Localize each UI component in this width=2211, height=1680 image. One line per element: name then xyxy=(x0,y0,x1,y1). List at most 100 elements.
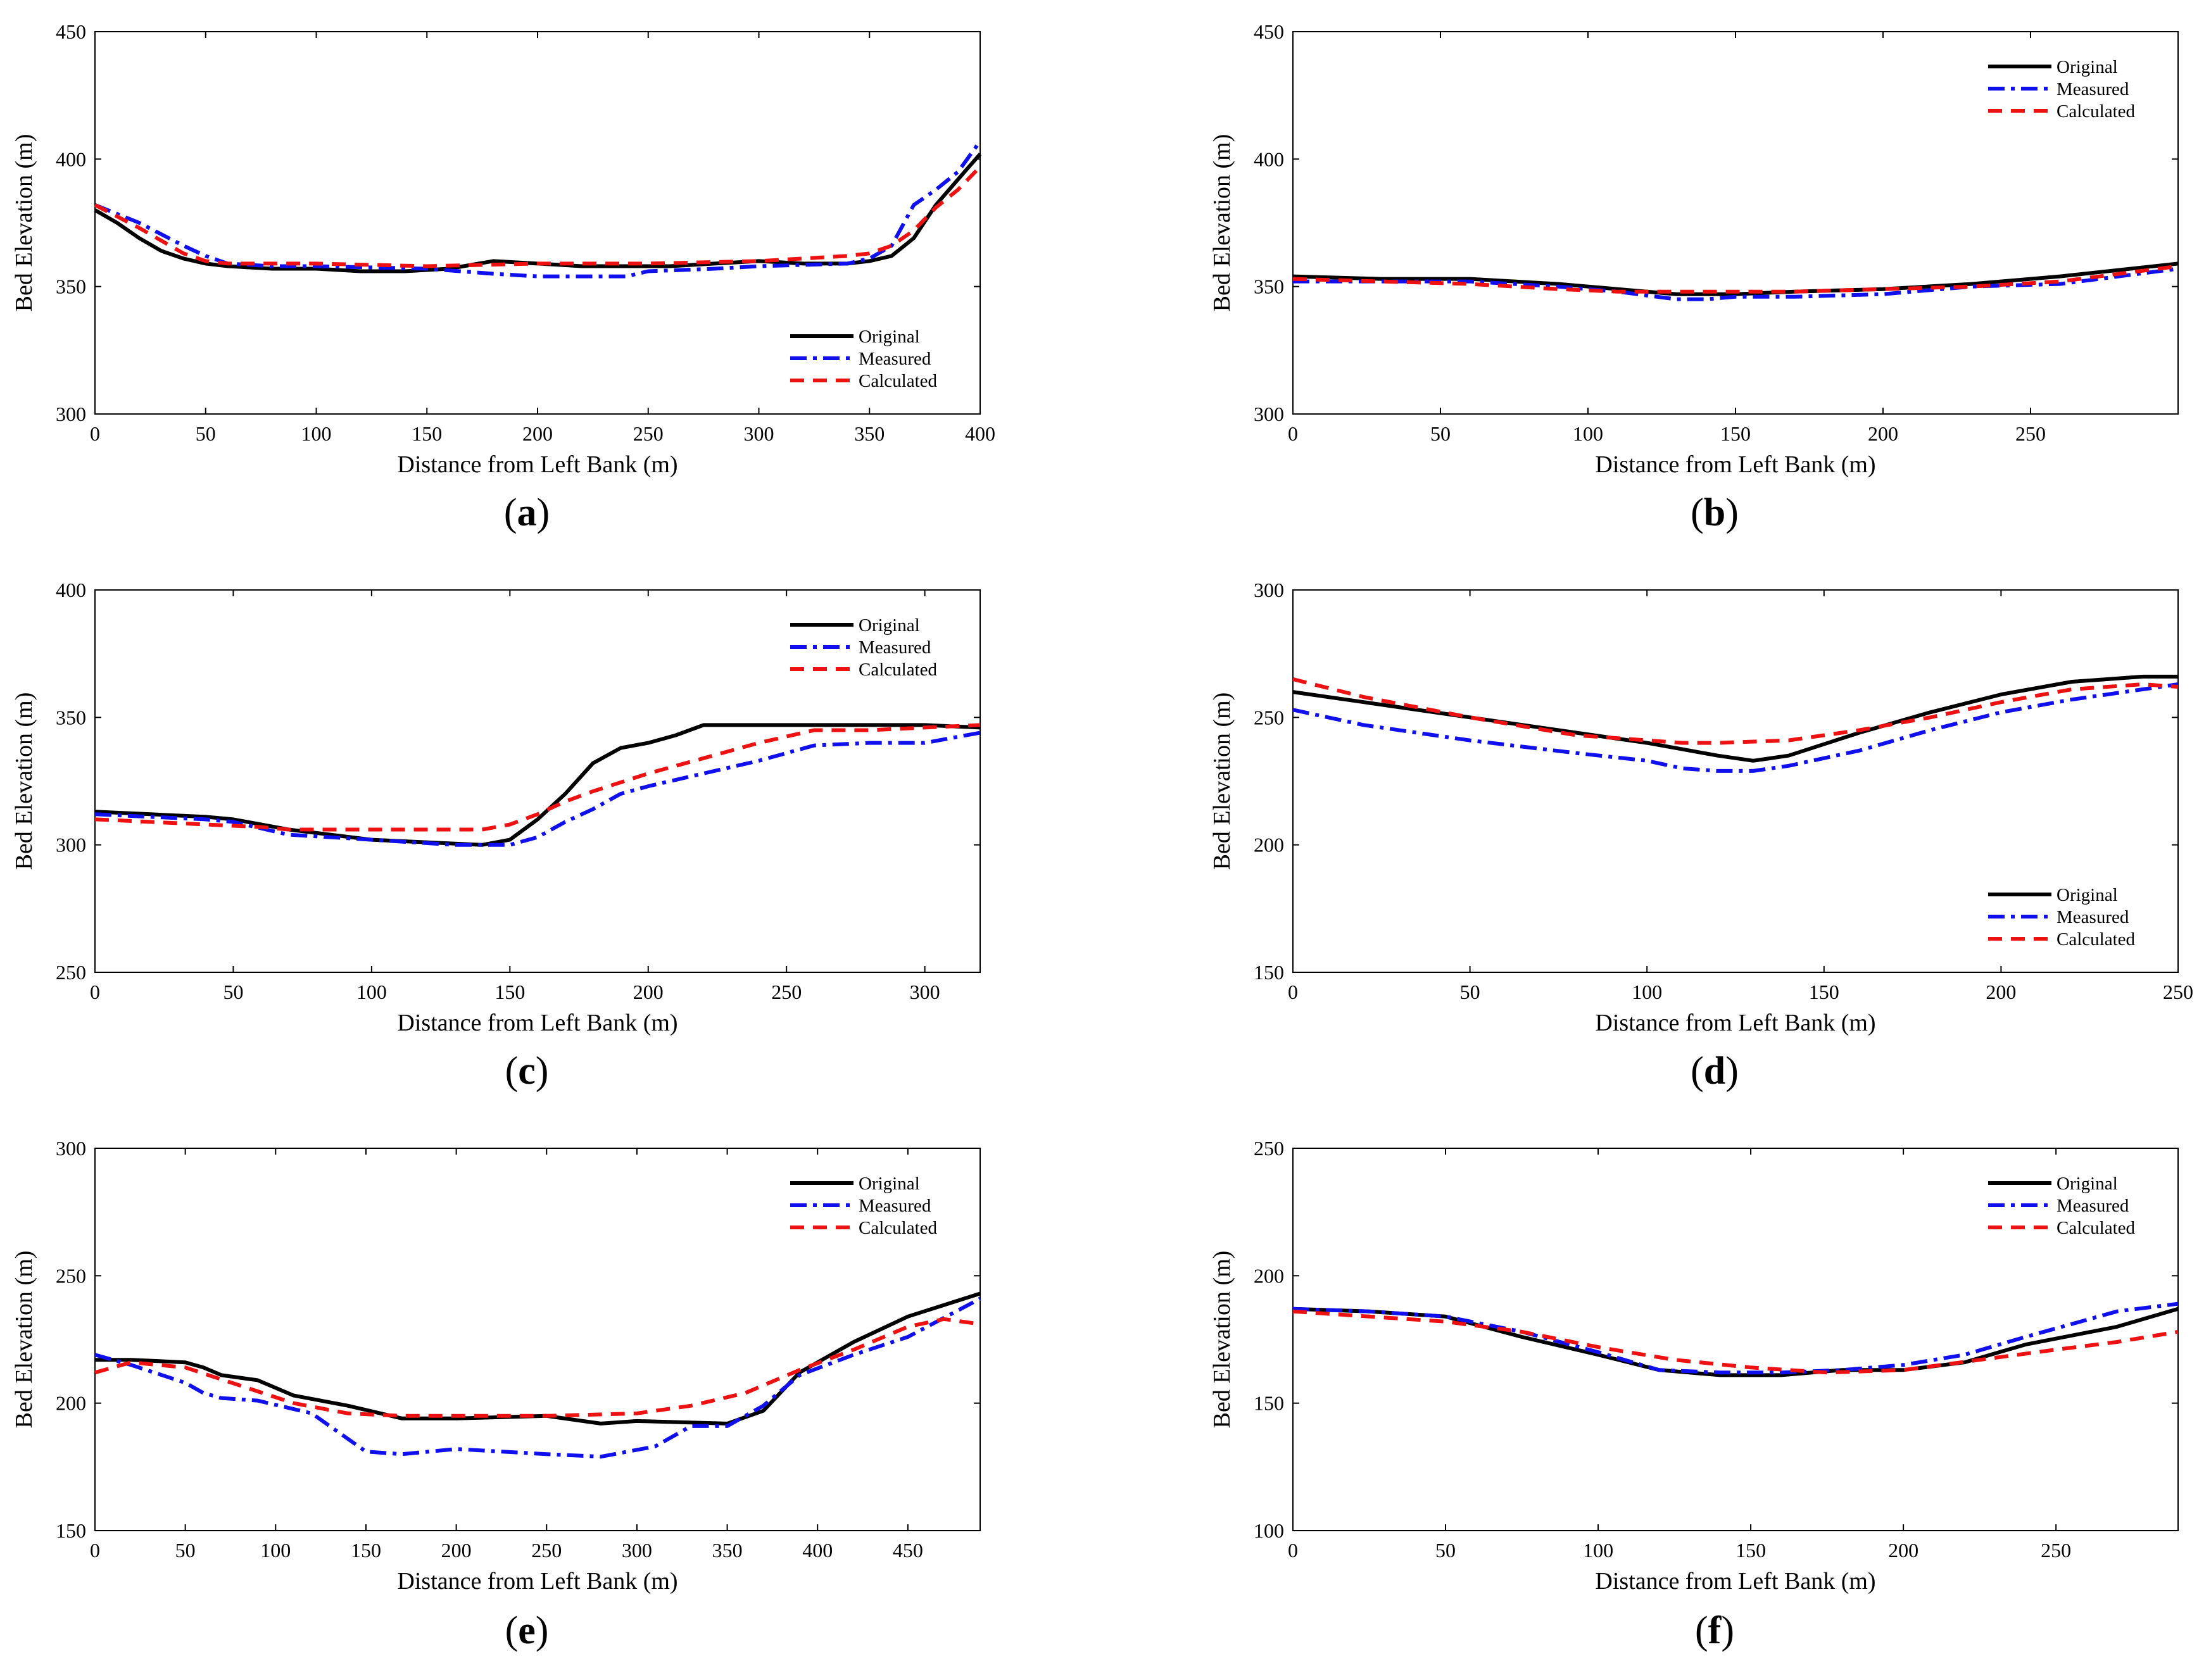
panel-label: (f) xyxy=(1695,1609,1734,1652)
x-tick-label: 0 xyxy=(1288,1539,1298,1562)
x-tick-label: 150 xyxy=(1809,981,1839,1003)
plot-frame xyxy=(1292,589,2179,973)
x-axis-title: Distance from Left Bank (m) xyxy=(397,451,677,478)
x-tick-label: 0 xyxy=(90,981,100,1003)
y-tick-label: 200 xyxy=(1254,1264,1284,1287)
chart-panel-b: 0 50 100 150 200 250 300 350 400 450 Distance from… xyxy=(1209,20,2179,534)
chart-panel-d: 0 50 100 150 200 250 150 200 250 300 Distance from… xyxy=(1209,579,2193,1093)
x-tick-label: 150 xyxy=(1720,422,1751,445)
legend-label-measured: Measured xyxy=(2057,79,2129,99)
legend-label-measured: Measured xyxy=(859,349,931,369)
legend-label-measured: Measured xyxy=(2057,907,2129,927)
panel-label: (a) xyxy=(504,491,550,534)
legend-label-original: Original xyxy=(2057,885,2118,905)
chart-panel-c: 0 50 100 150 200 250 300 250 300 350 400 Distance f… xyxy=(11,579,981,1093)
legend-label-original: Original xyxy=(859,615,920,636)
x-tick-label: 100 xyxy=(301,422,332,445)
panel-letter: b xyxy=(1704,491,1725,534)
plot-frame xyxy=(94,1148,981,1531)
legend-label-calculated: Calculated xyxy=(2057,101,2136,122)
panel-label: (e) xyxy=(505,1609,549,1652)
series-line-original xyxy=(94,723,981,847)
x-tick-label: 350 xyxy=(712,1539,743,1562)
x-tick-label: 150 xyxy=(412,422,442,445)
y-tick-label: 150 xyxy=(1254,1392,1284,1415)
x-tick-label: 150 xyxy=(494,981,525,1003)
legend-label-original: Original xyxy=(2057,1174,2118,1194)
y-tick-label: 200 xyxy=(56,1392,86,1415)
y-tick-label: 400 xyxy=(1254,147,1284,170)
legend-label-original: Original xyxy=(859,327,920,347)
x-tick-label: 100 xyxy=(1632,981,1662,1003)
series-line-measured xyxy=(94,730,981,847)
x-tick-label: 0 xyxy=(1288,981,1298,1003)
panel-label: (b) xyxy=(1691,491,1739,534)
y-tick-label: 250 xyxy=(56,1264,86,1287)
x-tick-label: 350 xyxy=(854,422,885,445)
x-tick-label: 300 xyxy=(622,1539,652,1562)
x-tick-label: 200 xyxy=(522,422,553,445)
series-line-calculated xyxy=(1292,264,2179,294)
y-tick-label: 300 xyxy=(56,1137,86,1160)
x-tick-label: 50 xyxy=(223,981,243,1003)
x-tick-label: 250 xyxy=(2015,422,2046,445)
x-tick-label: 50 xyxy=(1460,981,1480,1003)
series-line-original xyxy=(94,153,982,273)
legend-label-calculated: Calculated xyxy=(859,371,938,391)
y-tick-label: 450 xyxy=(56,20,86,43)
x-tick-label: 300 xyxy=(910,981,940,1003)
x-tick-label: 250 xyxy=(531,1539,562,1562)
plot-frame xyxy=(94,589,981,973)
x-tick-label: 0 xyxy=(90,422,100,445)
series-line-calculated xyxy=(94,723,981,832)
x-tick-label: 200 xyxy=(1888,1539,1918,1562)
y-tick-label: 250 xyxy=(56,961,86,984)
y-tick-label: 450 xyxy=(1254,20,1284,43)
series-line-measured xyxy=(94,140,982,279)
y-axis-title: Bed Elevation (m) xyxy=(1209,1251,1235,1429)
series-line-original xyxy=(95,1291,981,1426)
legend-label-original: Original xyxy=(2057,57,2118,77)
x-tick-label: 200 xyxy=(1986,981,2016,1003)
legend-label-calculated: Calculated xyxy=(2057,929,2136,950)
series-line-measured xyxy=(1292,1301,2179,1375)
x-axis-title: Distance from Left Bank (m) xyxy=(1595,451,1875,478)
x-tick-label: 100 xyxy=(1573,422,1603,445)
panel-letter: a xyxy=(517,491,537,534)
chart-panel-a: 0 50 100 150 200 250 300 350 400 300 350 400 450 Dist… xyxy=(11,20,995,534)
legend-label-calculated: Calculated xyxy=(859,1218,938,1238)
x-axis-title: Distance from Left Bank (m) xyxy=(397,1010,677,1036)
x-axis-title: Distance from Left Bank (m) xyxy=(1595,1568,1875,1595)
x-tick-label: 50 xyxy=(1435,1539,1456,1562)
x-tick-label: 400 xyxy=(802,1539,833,1562)
y-tick-label: 150 xyxy=(56,1519,86,1542)
chart-panel-f: 0 50 100 150 200 250 100 150 200 250 Distance from… xyxy=(1209,1137,2179,1652)
y-axis-title: Bed Elevation (m) xyxy=(1209,693,1235,870)
y-tick-label: 250 xyxy=(1254,1137,1284,1160)
y-tick-label: 150 xyxy=(1254,961,1284,984)
series-line-original xyxy=(1292,674,2178,763)
chart-panel-e: 0 50 100 150 200 250 300 350 400 450 150 200 250 300 D… xyxy=(11,1137,981,1652)
y-tick-label: 350 xyxy=(1254,275,1284,298)
x-tick-label: 100 xyxy=(356,981,387,1003)
x-tick-label: 450 xyxy=(893,1539,923,1562)
x-tick-label: 100 xyxy=(260,1539,291,1562)
x-tick-label: 250 xyxy=(771,981,802,1003)
x-tick-label: 50 xyxy=(196,422,216,445)
series-line-measured xyxy=(1293,266,2179,301)
x-tick-label: 50 xyxy=(1430,422,1451,445)
y-axis-title: Bed Elevation (m) xyxy=(1209,134,1235,312)
y-tick-label: 350 xyxy=(56,275,86,298)
series-line-calculated xyxy=(1292,677,2179,745)
x-tick-label: 100 xyxy=(1583,1539,1613,1562)
x-tick-label: 50 xyxy=(175,1539,196,1562)
y-tick-label: 250 xyxy=(1254,706,1284,729)
x-tick-label: 250 xyxy=(2163,981,2193,1003)
x-tick-label: 0 xyxy=(90,1539,100,1562)
